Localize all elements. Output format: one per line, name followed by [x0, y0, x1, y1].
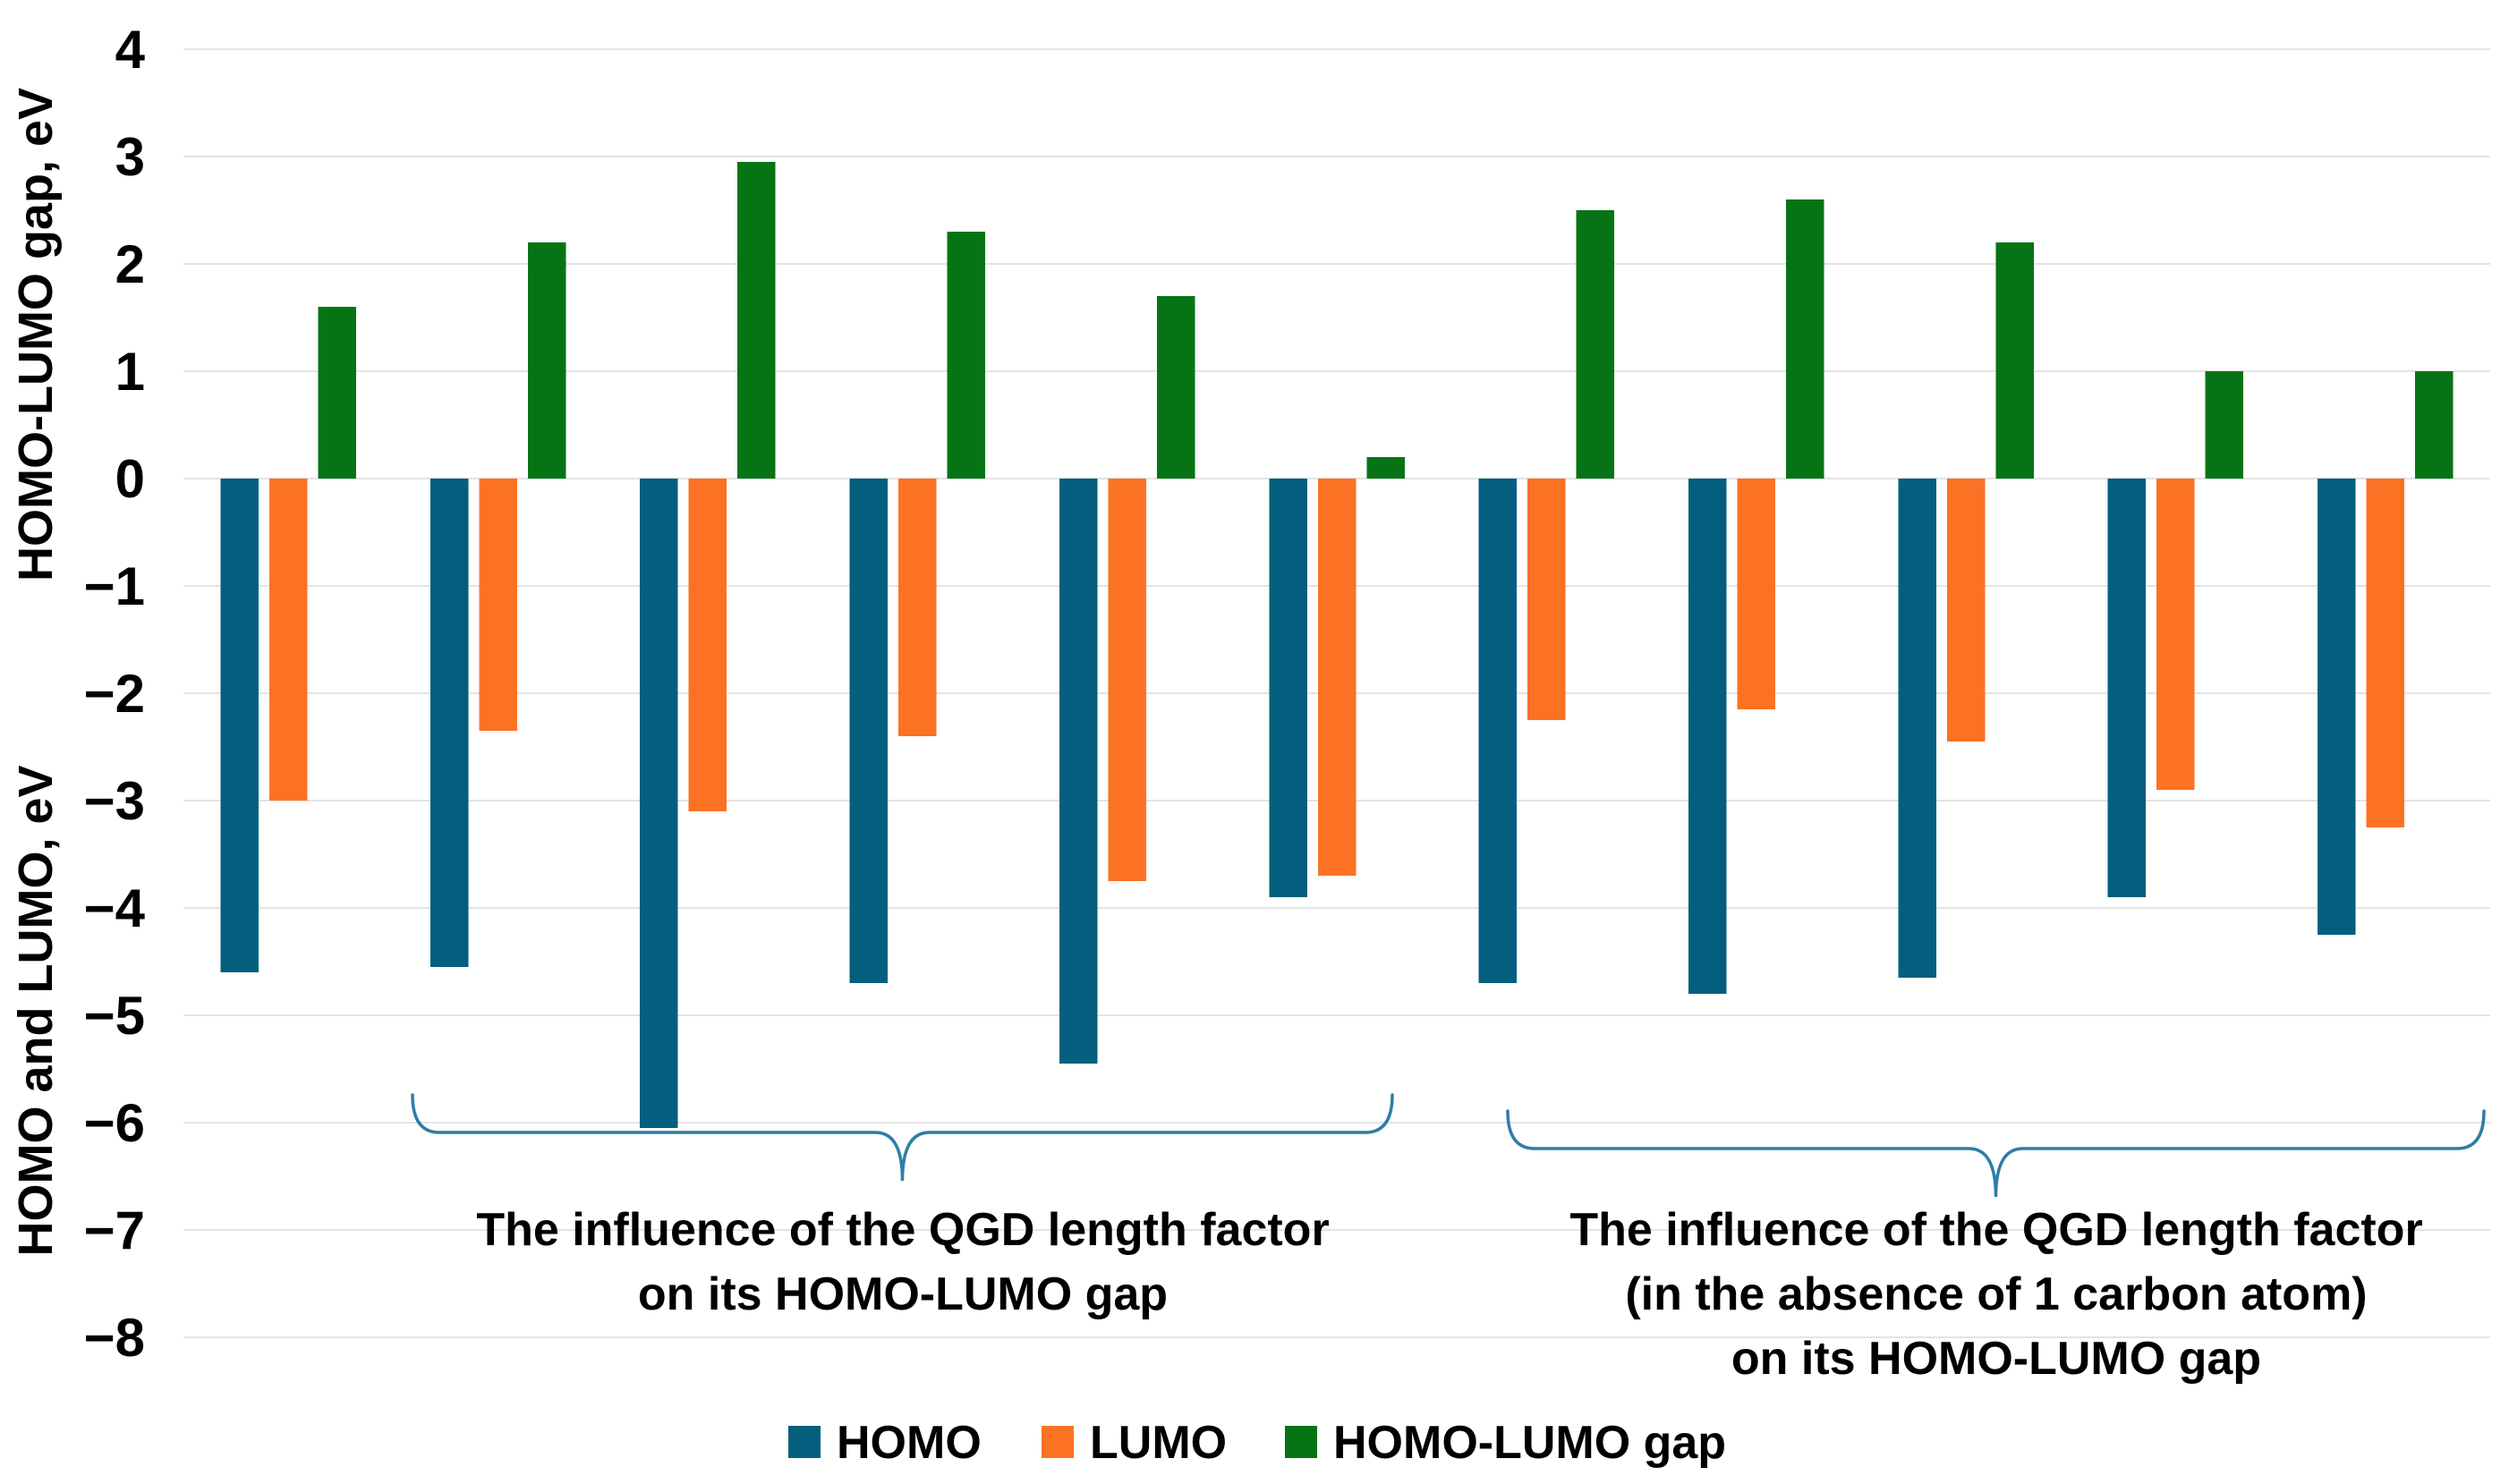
- cluster-braces: [411, 1093, 2486, 1198]
- bar-homo-group-4: [849, 479, 889, 983]
- legend-label-lumo: LUMO: [1090, 1417, 1227, 1469]
- bar-homo-group-9: [1898, 479, 1936, 978]
- annotation-2-line-3: on its HOMO-LUMO gap: [1731, 1333, 2261, 1385]
- bar-lumo-group-11: [2366, 479, 2405, 827]
- bar-homo-group-7: [1478, 479, 1518, 983]
- bar-lumo-group-9: [1946, 479, 1986, 742]
- annotation-1-line-2: on its HOMO-LUMO gap: [638, 1268, 1168, 1320]
- y-tick--1: −1: [84, 556, 145, 616]
- y-tick--7: −7: [84, 1200, 145, 1260]
- bar-homo-lumo-gap-group-8: [1785, 199, 1824, 479]
- bar-series: [220, 162, 2454, 1128]
- legend-marker-gap: [1285, 1426, 1317, 1458]
- annotation-cluster-2: The influence of the QGD length factor (…: [1569, 1204, 2422, 1385]
- bar-homo-group-8: [1688, 479, 1727, 994]
- y-tick--6: −6: [84, 1093, 145, 1153]
- brace-cluster-1: [411, 1093, 1394, 1182]
- bar-lumo-group-7: [1527, 479, 1566, 720]
- bar-homo-lumo-gap-group-5: [1156, 296, 1195, 479]
- bar-homo-lumo-gap-group-4: [947, 232, 986, 479]
- y-tick--2: −2: [84, 664, 145, 724]
- y-tick-4: 4: [115, 20, 146, 80]
- bar-homo-group-11: [2318, 479, 2356, 935]
- bar-homo-lumo-gap-group-11: [2415, 371, 2454, 479]
- y-axis-tick-labels: 4 3 2 1 0 −1 −2 −3 −4 −5 −6 −7 −8: [84, 20, 146, 1368]
- bar-homo-lumo-gap-group-7: [1576, 210, 1615, 479]
- bar-lumo-group-10: [2156, 479, 2195, 790]
- y-axis-title-homo-lumo: HOMO and LUMO, eV: [9, 765, 63, 1256]
- y-tick--3: −3: [84, 771, 145, 831]
- bar-homo-group-5: [1059, 479, 1098, 1064]
- bar-homo-group-10: [2107, 479, 2147, 897]
- brace-cluster-2: [1506, 1109, 2486, 1198]
- bar-lumo-group-4: [898, 479, 937, 736]
- y-tick-1: 1: [115, 342, 145, 402]
- bar-homo-lumo-gap-group-2: [527, 242, 566, 479]
- bar-lumo-group-2: [479, 479, 517, 731]
- y-tick--5: −5: [84, 986, 145, 1046]
- annotation-cluster-1: The influence of the QGD length factor o…: [476, 1204, 1329, 1320]
- y-tick-3: 3: [115, 127, 145, 187]
- bar-homo-lumo-gap-group-3: [737, 162, 776, 479]
- bar-homo-lumo-gap-group-10: [2205, 371, 2244, 479]
- bar-homo-group-6: [1269, 479, 1307, 897]
- bar-homo-group-2: [430, 479, 469, 967]
- legend-label-homo: HOMO: [837, 1417, 982, 1469]
- y-tick-2: 2: [115, 234, 145, 294]
- legend: HOMO LUMO HOMO-LUMO gap: [788, 1417, 1726, 1469]
- annotation-1-line-1: The influence of the QGD length factor: [476, 1204, 1329, 1256]
- y-tick--8: −8: [84, 1308, 145, 1368]
- legend-label-gap: HOMO-LUMO gap: [1333, 1417, 1726, 1469]
- bar-homo-group-1: [220, 479, 259, 972]
- legend-marker-homo: [788, 1426, 821, 1458]
- y-axis-title-gap: HOMO-LUMO gap, eV: [9, 88, 63, 581]
- bar-lumo-group-5: [1108, 479, 1146, 881]
- legend-marker-lumo: [1042, 1426, 1074, 1458]
- bar-lumo-group-8: [1737, 479, 1775, 709]
- annotation-2-line-2: (in the absence of 1 carbon atom): [1625, 1268, 2367, 1320]
- bar-lumo-group-3: [688, 479, 727, 811]
- bar-lumo-group-1: [268, 479, 308, 801]
- annotation-2-line-1: The influence of the QGD length factor: [1569, 1204, 2422, 1256]
- y-tick-0: 0: [115, 449, 145, 509]
- bar-lumo-group-6: [1317, 479, 1357, 876]
- y-tick--4: −4: [84, 878, 146, 938]
- bar-homo-lumo-gap-group-9: [1995, 242, 2034, 479]
- bar-homo-group-3: [640, 479, 678, 1128]
- bar-homo-lumo-gap-group-1: [318, 307, 356, 479]
- bar-homo-lumo-gap-group-6: [1366, 457, 1405, 479]
